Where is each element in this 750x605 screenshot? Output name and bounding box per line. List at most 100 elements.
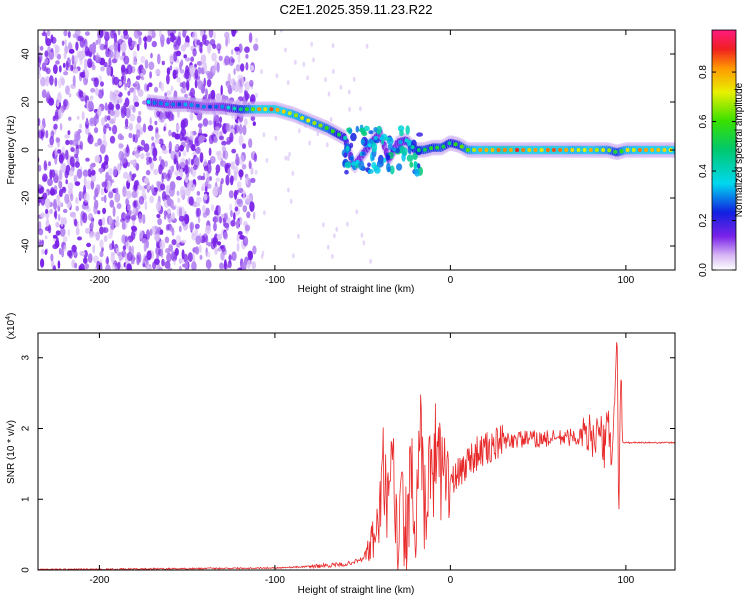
noise-blob [211, 237, 214, 244]
spectrogram-ticks: -200 -100 0 100 40 20 0 -20 -40 [21, 30, 675, 286]
noise-blob [176, 76, 181, 83]
noise-blob [71, 244, 77, 253]
x-tick-label: 100 [618, 275, 635, 286]
noise-blob [245, 194, 252, 203]
noise-blob [115, 247, 120, 254]
cluster-blob [360, 138, 365, 146]
noise-blob [216, 62, 220, 73]
noise-blob [170, 85, 174, 92]
noise-blob [369, 258, 372, 264]
ridge-peak [404, 138, 409, 143]
noise-blob [243, 118, 248, 126]
noise-blob [167, 216, 173, 223]
cluster-blob [371, 161, 377, 169]
noise-blob [75, 227, 80, 236]
noise-blob [217, 186, 223, 196]
noise-blob [151, 136, 155, 141]
noise-blob [225, 174, 230, 186]
noise-blob [159, 240, 165, 250]
noise-blob [55, 230, 61, 236]
noise-blob [82, 212, 88, 224]
noise-blob [206, 79, 212, 88]
noise-blob [125, 146, 130, 157]
x-tick-label: 0 [448, 575, 454, 586]
noise-blob [126, 199, 130, 205]
noise-blob [110, 252, 115, 264]
noise-blob [239, 154, 245, 166]
noise-blob [241, 164, 247, 170]
noise-blob [165, 248, 171, 254]
cluster-blob [417, 163, 421, 169]
noise-blob [192, 48, 197, 57]
noise-blob [161, 145, 167, 151]
noise-blob [68, 250, 73, 259]
noise-blob [154, 233, 161, 242]
noise-blob [141, 238, 147, 244]
noise-blob [123, 102, 127, 109]
noise-blob [103, 124, 107, 135]
noise-blob [255, 92, 258, 98]
noise-blob [108, 191, 114, 199]
spectrogram-ylabel: Frequency (Hz) [6, 116, 17, 185]
noise-blob [261, 250, 265, 256]
cluster-blob [376, 160, 384, 168]
noise-blob [46, 91, 50, 98]
noise-blob [59, 227, 66, 237]
noise-blob [188, 196, 194, 206]
noise-blob [152, 261, 157, 270]
noise-blob [195, 146, 201, 154]
noise-blob [189, 179, 193, 186]
noise-blob [61, 40, 65, 46]
noise-blob [79, 71, 86, 78]
noise-blob [234, 84, 239, 93]
noise-blob [280, 30, 283, 33]
x-tick-label: -200 [89, 275, 109, 286]
noise-blob [212, 43, 217, 49]
noise-blob [149, 117, 152, 126]
noise-blob [151, 40, 157, 48]
noise-blob [189, 87, 196, 98]
noise-blob [175, 50, 182, 57]
noise-blob [179, 168, 184, 178]
noise-blob [181, 249, 185, 260]
noise-blob [106, 65, 111, 76]
noise-blob [157, 53, 161, 65]
noise-blob [137, 89, 144, 97]
noise-blob [244, 82, 247, 88]
noise-blob [50, 48, 54, 53]
noise-blob [196, 191, 201, 196]
noise-blob [138, 35, 142, 46]
noise-blob [57, 194, 60, 203]
noise-blob [331, 253, 334, 259]
noise-blob [148, 82, 153, 88]
snr-frame [37, 332, 676, 571]
noise-blob [67, 130, 71, 136]
noise-blob [164, 92, 168, 97]
noise-blob [65, 85, 70, 95]
ridge-peak [398, 140, 403, 145]
noise-blob [99, 226, 104, 235]
noise-blob [67, 31, 71, 38]
noise-blob [180, 87, 187, 94]
noise-blob [207, 43, 212, 54]
noise-blob [38, 164, 42, 172]
noise-blob [166, 67, 171, 76]
noise-blob [145, 258, 149, 266]
noise-blob [63, 99, 67, 111]
ridge-peak [306, 118, 311, 123]
noise-blob [235, 64, 241, 72]
noise-blob [134, 101, 140, 108]
noise-blob [94, 142, 99, 147]
cluster-blob [367, 169, 374, 174]
noise-blob [234, 124, 240, 134]
noise-blob [284, 155, 288, 161]
noise-blob [192, 179, 196, 185]
noise-blob [326, 142, 329, 148]
noise-blob [45, 130, 49, 139]
y-tick-label: 40 [21, 48, 32, 60]
noise-blob [221, 244, 226, 253]
noise-blob [229, 203, 233, 212]
noise-blob [77, 144, 82, 149]
ridge-peak [349, 156, 354, 161]
noise-blob [348, 106, 351, 112]
